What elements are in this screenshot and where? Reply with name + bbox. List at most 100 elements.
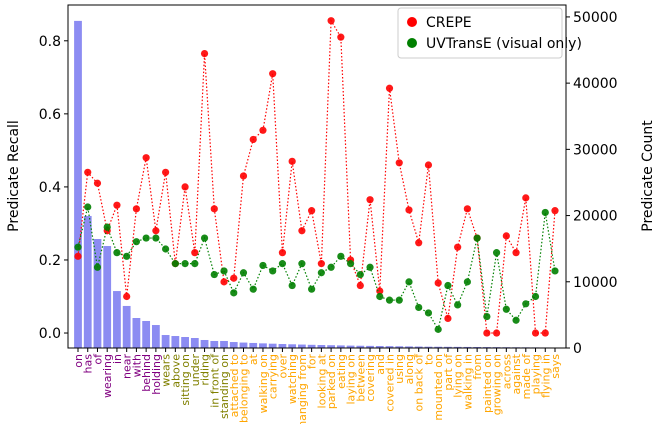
point — [424, 161, 433, 169]
bar — [298, 344, 306, 348]
bar — [395, 346, 404, 348]
bar — [181, 337, 189, 348]
point — [220, 278, 228, 286]
bar — [288, 344, 297, 348]
point — [327, 263, 335, 271]
point — [142, 234, 150, 242]
point — [113, 201, 121, 209]
y-axis-label: Predicate Recall — [6, 120, 22, 232]
point — [288, 281, 296, 290]
x-tick-label: carrying — [267, 354, 280, 399]
point — [541, 208, 549, 217]
point — [337, 33, 345, 41]
x-tick-label: lying on — [452, 354, 465, 398]
x-tick-label: growing on — [491, 354, 504, 415]
point — [239, 172, 248, 180]
point — [288, 157, 296, 165]
bar — [83, 215, 92, 348]
point — [181, 260, 189, 268]
point — [541, 329, 549, 337]
bar — [385, 346, 394, 348]
point — [103, 223, 111, 231]
bar — [220, 340, 228, 348]
point — [444, 281, 452, 290]
point — [531, 292, 540, 301]
bar — [434, 346, 443, 348]
point — [385, 296, 394, 304]
bar — [463, 346, 472, 348]
bar — [200, 339, 209, 348]
point — [483, 312, 491, 321]
x-tick-label: using — [393, 354, 406, 384]
bar — [327, 345, 335, 348]
bar — [405, 346, 413, 348]
x-tick-label: between — [354, 354, 367, 402]
point — [492, 249, 501, 257]
x-tick-label: wearing — [101, 354, 114, 398]
x-tick-label: to — [422, 354, 435, 365]
x-tick-label: with — [130, 354, 143, 377]
bar — [142, 320, 151, 348]
bar — [307, 344, 316, 348]
bar — [229, 342, 238, 348]
x-tick-label: above — [169, 354, 182, 388]
x-tick-label: has — [82, 354, 95, 374]
x-tick-label: standing on — [218, 354, 231, 419]
point — [210, 270, 218, 279]
point — [385, 84, 394, 92]
point — [405, 206, 413, 214]
x-tick-label: from — [471, 354, 484, 380]
point — [191, 249, 199, 257]
plot-frame — [67, 4, 567, 349]
point — [181, 183, 189, 191]
x-tick-label: walking on — [257, 354, 270, 413]
point — [298, 260, 306, 268]
point — [123, 292, 131, 301]
point — [531, 329, 540, 337]
point — [376, 287, 384, 295]
bar — [171, 336, 180, 348]
y-tick-label: 0.2 — [39, 253, 61, 269]
point — [123, 252, 131, 260]
bar — [444, 346, 452, 348]
point — [162, 168, 170, 176]
point — [74, 252, 82, 260]
point — [473, 234, 481, 242]
point — [356, 281, 364, 290]
x-tick-label: flying in — [539, 354, 552, 398]
y2-tick-label: 50000 — [573, 10, 618, 26]
legend-label: CREPE — [426, 15, 472, 31]
point — [152, 234, 160, 242]
point — [230, 274, 238, 282]
bar — [239, 342, 248, 348]
x-tick-label: and — [374, 354, 387, 375]
point — [249, 285, 257, 293]
point — [337, 252, 345, 260]
x-tick-label: in — [111, 354, 124, 364]
bar — [210, 340, 219, 348]
point — [132, 205, 141, 213]
bar — [259, 343, 267, 348]
point — [269, 267, 277, 275]
x-tick-label: riding — [199, 354, 212, 386]
point — [142, 154, 150, 162]
point — [220, 267, 228, 275]
y-tick-label: 0.4 — [39, 180, 61, 196]
point — [502, 232, 510, 240]
y-tick-label: 0.8 — [39, 34, 61, 50]
x-tick-label: walking in — [461, 354, 474, 410]
x-tick-label: covered in — [384, 354, 397, 412]
point — [366, 263, 374, 271]
point — [200, 49, 209, 58]
y2-tick-label: 40000 — [573, 76, 618, 92]
bar — [414, 346, 423, 348]
point — [415, 303, 423, 312]
x-tick-label: mounted on — [432, 354, 445, 421]
bar — [190, 338, 199, 348]
x-tick-label: laying on — [345, 354, 358, 405]
point — [463, 205, 471, 213]
x-tick-label: holding — [150, 354, 163, 395]
x-tick-label: along — [403, 354, 416, 384]
point — [74, 243, 82, 251]
